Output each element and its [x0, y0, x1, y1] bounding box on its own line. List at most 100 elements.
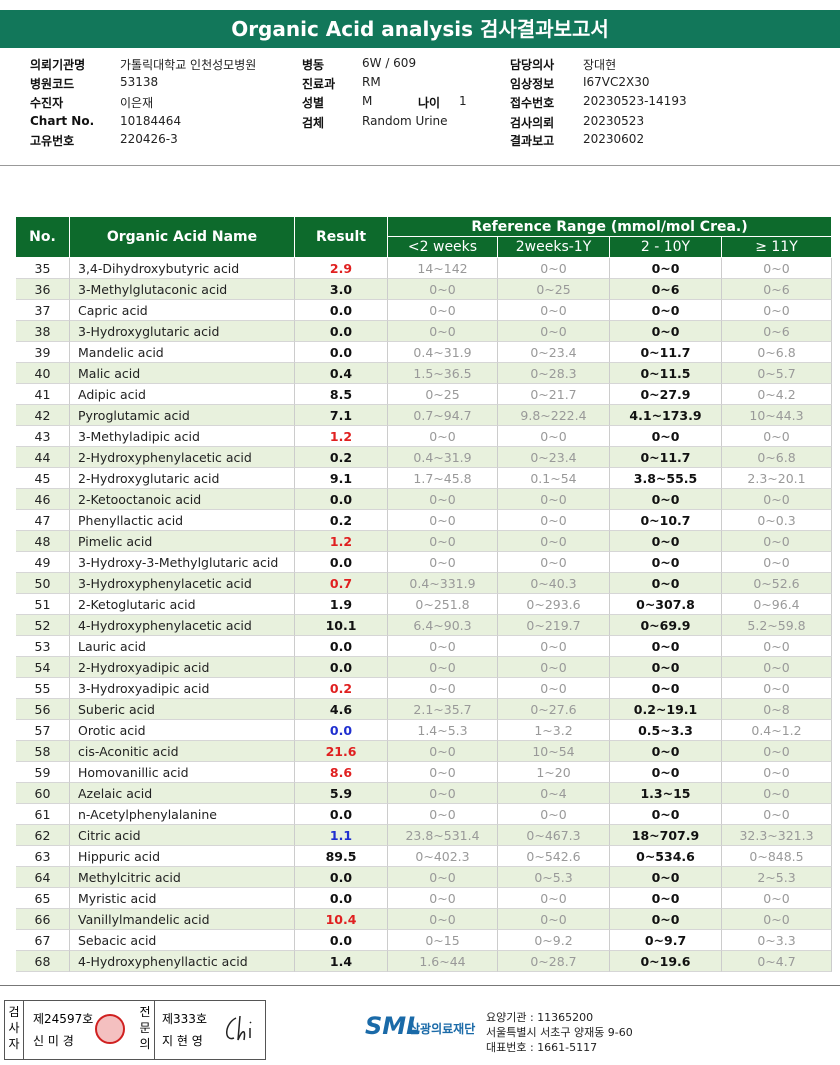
table-cell: 0~0 — [610, 741, 722, 762]
info-value: RM — [362, 75, 381, 89]
table-cell: 0~0 — [388, 909, 498, 930]
table-cell: 0~5.3 — [498, 867, 610, 888]
table-cell: Mandelic acid — [70, 342, 295, 363]
table-cell: 0~0 — [610, 321, 722, 342]
table-cell: 0~0 — [610, 258, 722, 279]
table-cell: 65 — [16, 888, 70, 909]
org-name: 삼광의료재단 — [409, 1022, 476, 1036]
info-value: 53138 — [120, 75, 159, 89]
table-cell: 1~20 — [498, 762, 610, 783]
table-cell: 0~0 — [722, 678, 832, 699]
table-cell: 5.2~59.8 — [722, 615, 832, 636]
table-cell: 2-Ketooctanoic acid — [70, 489, 295, 510]
stamp-label: 전문의 — [139, 1005, 151, 1051]
table-header: Result — [295, 217, 388, 257]
table-cell: 0.0 — [295, 930, 388, 951]
table-cell: 1.7~45.8 — [388, 468, 498, 489]
table-cell: 0~251.8 — [388, 594, 498, 615]
table-cell: 0~542.6 — [498, 846, 610, 867]
table-cell: 0~0 — [498, 426, 610, 447]
table-cell: 0~0 — [388, 636, 498, 657]
table-cell: 0~0 — [722, 258, 832, 279]
table-cell: 0~0 — [498, 510, 610, 531]
table-cell: 0~6.8 — [722, 342, 832, 363]
info-value: 장대현 — [583, 58, 617, 72]
table-cell: 0~0 — [388, 510, 498, 531]
report-title: Organic Acid analysis 검사결과보고서 — [0, 10, 840, 48]
table-cell: 68 — [16, 951, 70, 972]
info-label: 결과보고 — [510, 134, 555, 148]
footer-line: 대표번호 : 1661-5117 — [486, 1041, 598, 1054]
table-cell: 2.3~20.1 — [722, 468, 832, 489]
table-cell: 0~0 — [388, 279, 498, 300]
table-cell: 61 — [16, 804, 70, 825]
table-cell: 0.7 — [295, 573, 388, 594]
table-cell: 52 — [16, 615, 70, 636]
table-header: 2weeks-1Y — [498, 237, 610, 257]
table-cell: 56 — [16, 699, 70, 720]
table-cell: 3-Hydroxy-3-Methylglutaric acid — [70, 552, 295, 573]
table-cell: 0~15 — [388, 930, 498, 951]
info-value: 6W / 609 — [362, 56, 417, 70]
table-cell: 0~0 — [722, 909, 832, 930]
table-cell: 0~467.3 — [498, 825, 610, 846]
table-cell: 3.0 — [295, 279, 388, 300]
table-cell: 2-Ketoglutaric acid — [70, 594, 295, 615]
table-cell: 1.4 — [295, 951, 388, 972]
divider — [0, 985, 840, 986]
table-cell: 2-Hydroxyphenylacetic acid — [70, 447, 295, 468]
table-cell: 1.5~36.5 — [388, 363, 498, 384]
table-cell: 0~0 — [388, 489, 498, 510]
table-cell: 0~0 — [498, 531, 610, 552]
table-cell: 0~21.7 — [498, 384, 610, 405]
table-cell: 0~0 — [388, 531, 498, 552]
table-cell: 0.0 — [295, 342, 388, 363]
table-cell: 51 — [16, 594, 70, 615]
footer-line: 요양기관 : 11365200 — [486, 1011, 594, 1024]
table-cell: 0.2~19.1 — [610, 699, 722, 720]
table-cell: 0~0 — [388, 762, 498, 783]
table-cell: 0~0 — [722, 300, 832, 321]
table-cell: 0~0 — [388, 552, 498, 573]
table-cell: 0~0 — [610, 804, 722, 825]
table-cell: 32.3~321.3 — [722, 825, 832, 846]
info-label: 담당의사 — [510, 58, 555, 72]
info-value: I67VC2X30 — [583, 75, 650, 89]
table-cell: 53 — [16, 636, 70, 657]
table-cell: 1.2 — [295, 426, 388, 447]
footer-line: 서울특별시 서초구 양재동 9-60 — [486, 1026, 633, 1039]
table-cell: 0~27.6 — [498, 699, 610, 720]
table-cell: 0.0 — [295, 657, 388, 678]
table-header: 2 - 10Y — [610, 237, 722, 257]
table-cell: Orotic acid — [70, 720, 295, 741]
table-cell: 36 — [16, 279, 70, 300]
table-cell: 1.1 — [295, 825, 388, 846]
table-cell: 89.5 — [295, 846, 388, 867]
table-cell: 0.0 — [295, 300, 388, 321]
table-cell: 62 — [16, 825, 70, 846]
table-cell: 0~293.6 — [498, 594, 610, 615]
stamp-label: 검사자 — [8, 1005, 20, 1051]
table-cell: Homovanillic acid — [70, 762, 295, 783]
info-value: 이은재 — [120, 96, 154, 110]
table-cell: 6.4~90.3 — [388, 615, 498, 636]
table-cell: 0~25 — [498, 279, 610, 300]
table-cell: 0~4.7 — [722, 951, 832, 972]
info-label: 병원코드 — [30, 77, 75, 91]
info-value: Random Urine — [362, 114, 448, 128]
table-cell: 23.8~531.4 — [388, 825, 498, 846]
info-value: 220426-3 — [120, 132, 178, 146]
info-label: 나이 — [418, 96, 441, 110]
table-cell: 0~6 — [722, 321, 832, 342]
table-cell: 10.1 — [295, 615, 388, 636]
table-cell: 38 — [16, 321, 70, 342]
table-cell: 48 — [16, 531, 70, 552]
table-cell: 54 — [16, 657, 70, 678]
table-cell: 55 — [16, 678, 70, 699]
table-cell: Pyroglutamic acid — [70, 405, 295, 426]
table-cell: Adipic acid — [70, 384, 295, 405]
table-cell: 0.0 — [295, 888, 388, 909]
table-cell: Lauric acid — [70, 636, 295, 657]
table-cell: 3-Methylglutaconic acid — [70, 279, 295, 300]
table-cell: 67 — [16, 930, 70, 951]
